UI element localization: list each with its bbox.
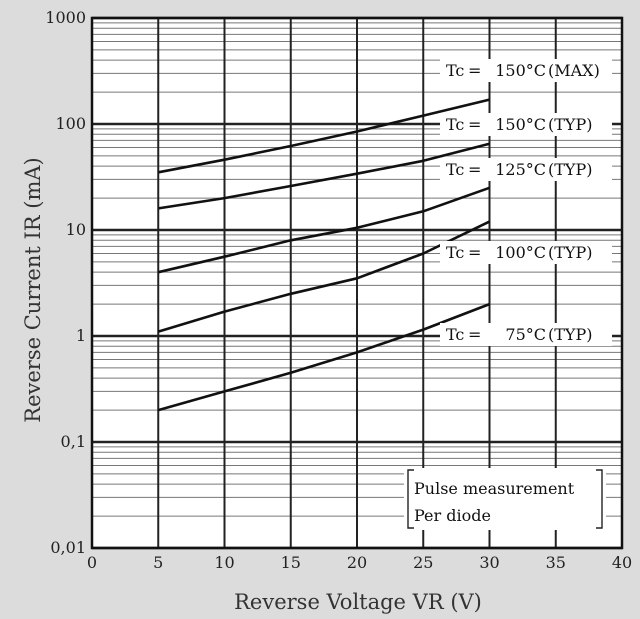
series-lines [157, 98, 491, 412]
y-tick-label: 1000 [45, 8, 86, 27]
x-tick-label: 20 [347, 553, 367, 572]
series-labels: Tc = 150°C (MAX)Tc = 150°C (TYP)Tc = 125°C (TYP)T… [440, 59, 612, 346]
note-line-1: Pulse measurement [414, 479, 575, 498]
series-line [158, 98, 490, 174]
series-label-condition: (TYP) [548, 325, 592, 344]
y-axis-title: Reverse Current IR (mA) [21, 157, 45, 422]
series-label-bg [440, 158, 612, 181]
series-label-bg [440, 241, 612, 264]
series-label-tc: Tc [446, 160, 464, 179]
series-label-temp: 125°C [495, 160, 546, 179]
series-label-equals: = [468, 160, 481, 179]
series-label-equals: = [468, 61, 481, 80]
series-label-bg [440, 59, 612, 82]
y-tick-label: 0,01 [50, 538, 86, 557]
series-label-bg [440, 113, 612, 136]
series-label-tc: Tc [446, 61, 464, 80]
note-bracket-left [407, 469, 414, 529]
series-label-condition: (TYP) [548, 160, 592, 179]
series-label-temp: 150°C [495, 61, 546, 80]
x-tick-label: 15 [281, 553, 301, 572]
plot-frame [90, 16, 624, 550]
series-label-tc: Tc [446, 325, 464, 344]
series-label-condition: (TYP) [548, 243, 592, 262]
series-label-equals: = [468, 115, 481, 134]
series-label-temp: 150°C [495, 115, 546, 134]
note-bracket-right [596, 469, 603, 529]
series-label-equals: = [468, 243, 481, 262]
series-label-equals: = [468, 325, 481, 344]
x-tick-label: 5 [153, 553, 163, 572]
x-tick-label: 25 [413, 553, 433, 572]
x-tick-label: 30 [479, 553, 499, 572]
series-label-condition: (TYP) [548, 115, 592, 134]
x-tick-label: 35 [546, 553, 566, 572]
y-tick-label: 100 [55, 114, 86, 133]
y-tick-label: 0,1 [61, 432, 86, 451]
series-label-bg [440, 323, 612, 346]
series-line [158, 186, 490, 274]
y-tick-labels: 0,01 0,1 1 10 100 1000 [45, 8, 86, 557]
series-label-condition: (MAX) [548, 61, 600, 80]
y-tick-label: 10 [66, 220, 86, 239]
series-line [157, 302, 490, 412]
x-tick-label: 10 [214, 553, 234, 572]
series-label-temp: 100°C [495, 243, 546, 262]
x-tick-label: 0 [87, 553, 97, 572]
series-line [158, 142, 490, 210]
y-tick-label: 1 [76, 326, 86, 345]
x-axis-title: Reverse Voltage VR (V) [234, 590, 482, 614]
series-label-tc: Tc [446, 243, 464, 262]
measurement-note: Pulse measurement Per diode [404, 468, 606, 530]
x-tick-label: 40 [612, 553, 632, 572]
note-line-2: Per diode [414, 506, 491, 525]
series-label-temp: 75°C [505, 325, 546, 344]
series-line [157, 220, 491, 333]
note-background [404, 468, 606, 530]
series-label-tc: Tc [446, 115, 464, 134]
x-tick-labels: 0 5 10 15 20 25 30 35 40 [87, 553, 632, 572]
